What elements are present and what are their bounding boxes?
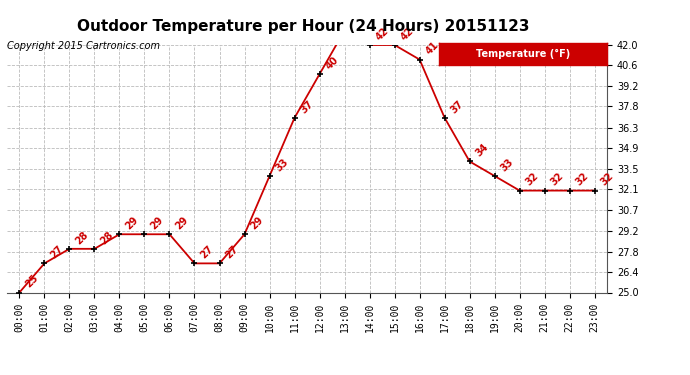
Text: 28: 28 bbox=[99, 230, 115, 246]
Text: 32: 32 bbox=[524, 171, 540, 188]
Text: 40: 40 bbox=[324, 55, 340, 71]
Text: 25: 25 bbox=[23, 273, 40, 290]
Text: Outdoor Temperature per Hour (24 Hours) 20151123: Outdoor Temperature per Hour (24 Hours) … bbox=[77, 19, 530, 34]
Text: 42: 42 bbox=[374, 26, 391, 42]
Text: 33: 33 bbox=[499, 157, 515, 173]
Text: 33: 33 bbox=[274, 157, 290, 173]
Text: 29: 29 bbox=[124, 215, 140, 231]
Text: 29: 29 bbox=[174, 215, 190, 231]
Text: 43: 43 bbox=[0, 374, 1, 375]
Text: 29: 29 bbox=[248, 215, 265, 231]
Text: 28: 28 bbox=[74, 230, 90, 246]
Text: Copyright 2015 Cartronics.com: Copyright 2015 Cartronics.com bbox=[7, 41, 160, 51]
Text: 34: 34 bbox=[474, 142, 491, 159]
Text: 32: 32 bbox=[574, 171, 591, 188]
Text: 37: 37 bbox=[448, 98, 465, 115]
Text: 41: 41 bbox=[424, 40, 440, 57]
Text: 32: 32 bbox=[599, 171, 615, 188]
Text: 29: 29 bbox=[148, 215, 165, 231]
Text: 27: 27 bbox=[48, 244, 65, 261]
Text: 32: 32 bbox=[549, 171, 565, 188]
Text: 27: 27 bbox=[224, 244, 240, 261]
Text: 42: 42 bbox=[399, 26, 415, 42]
Text: 37: 37 bbox=[299, 98, 315, 115]
Text: 27: 27 bbox=[199, 244, 215, 261]
